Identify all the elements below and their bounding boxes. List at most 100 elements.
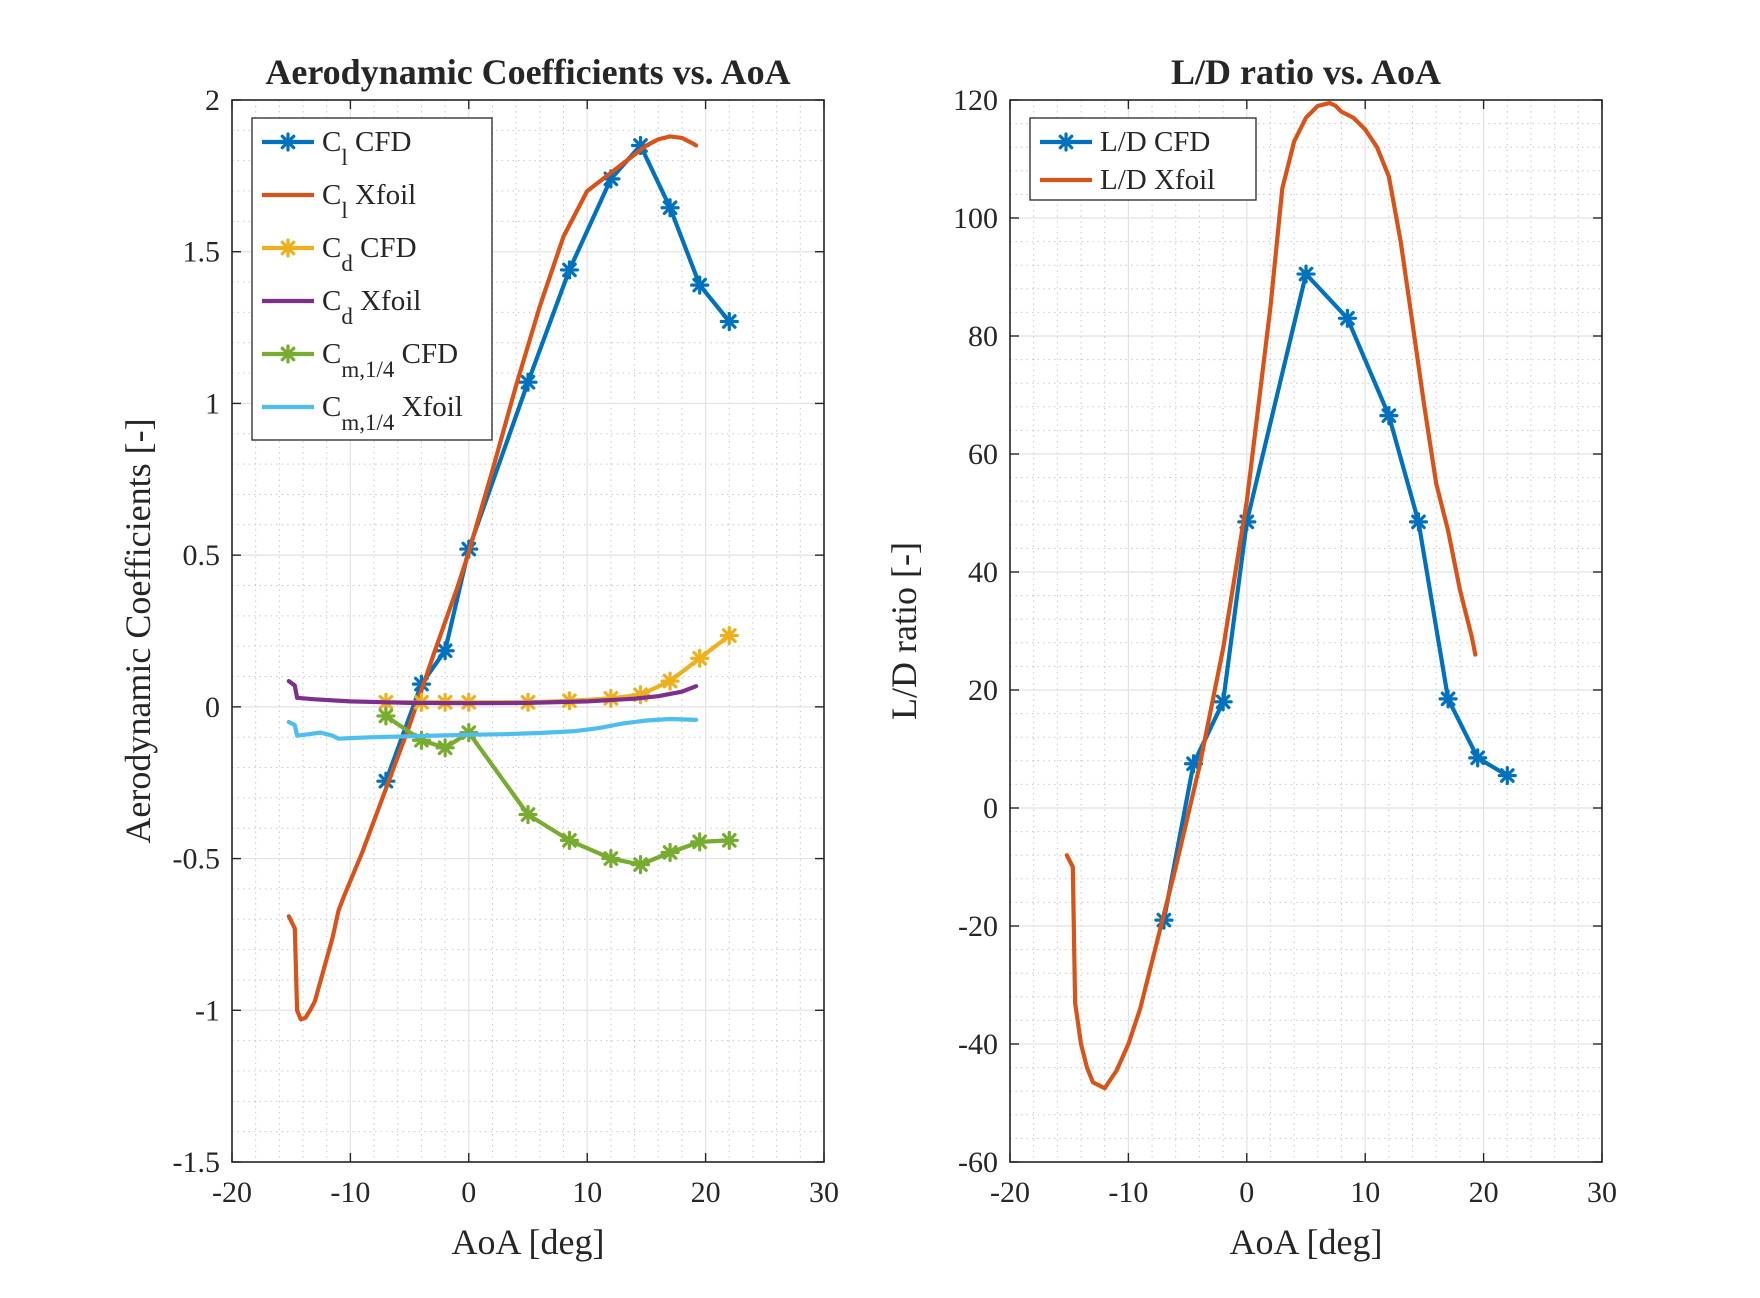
legend-marker bbox=[278, 132, 298, 152]
series-C_m,1/4 CFD bbox=[376, 706, 739, 875]
y-tick-label: 1 bbox=[205, 387, 220, 420]
y-tick-labels: -60 -40 -20 0 20 40 60 80 100 120 bbox=[953, 84, 998, 1179]
series-layer bbox=[1064, 100, 1517, 1091]
legend-label-main: C bbox=[322, 285, 341, 317]
legend-label-main: L/D Xfoil bbox=[1100, 164, 1215, 196]
y-tick-label: 60 bbox=[968, 438, 998, 471]
x-tick-label: -20 bbox=[990, 1176, 1030, 1209]
series-line bbox=[1064, 100, 1478, 1091]
y-tick-label: 0 bbox=[205, 691, 220, 724]
y-tick-label: 2 bbox=[205, 84, 220, 117]
y-tick-label: -60 bbox=[958, 1146, 998, 1179]
legend-marker bbox=[278, 238, 298, 258]
data-point bbox=[1296, 264, 1316, 284]
legend-label-subscript: l bbox=[341, 198, 347, 223]
legend-label-rest: Xfoil bbox=[348, 179, 416, 211]
legend-label: Cm,1/4 Xfoil bbox=[322, 391, 463, 435]
legend-item: Cl CFD bbox=[262, 126, 411, 170]
axes-frame bbox=[1009, 99, 1603, 1163]
legend-label: Cl CFD bbox=[322, 126, 411, 170]
legend-label-rest: CFD bbox=[394, 338, 458, 370]
legend-label-main: L/D CFD bbox=[1100, 126, 1210, 158]
chart-title: L/D ratio vs. AoA bbox=[1171, 52, 1441, 92]
legend-item: Cd CFD bbox=[262, 232, 417, 276]
x-tick-label: -20 bbox=[212, 1176, 252, 1209]
y-tick-label: 0 bbox=[983, 792, 998, 825]
data-point bbox=[719, 625, 739, 646]
legend-item: Cl Xfoil bbox=[262, 179, 416, 223]
y-tick-label: -1 bbox=[195, 994, 220, 1027]
series-line bbox=[286, 716, 699, 741]
legend-label: L/D Xfoil bbox=[1100, 164, 1215, 196]
legend-label-main: C bbox=[322, 232, 341, 264]
y-axis-label: Aerodynamic Coefficients [-] bbox=[118, 418, 158, 843]
legend-item: L/D Xfoil bbox=[1040, 164, 1215, 196]
x-tick-label: -10 bbox=[330, 1176, 370, 1209]
legend-label-subscript: d bbox=[341, 251, 353, 276]
data-point bbox=[601, 848, 621, 869]
legend-label: Cd CFD bbox=[322, 232, 417, 276]
legend-label-rest: Xfoil bbox=[394, 391, 462, 423]
plot-area bbox=[1010, 100, 1602, 1162]
legend-label-rest: Xfoil bbox=[353, 285, 421, 317]
data-point bbox=[559, 830, 580, 850]
legend-marker bbox=[278, 344, 298, 364]
x-tick-label: 10 bbox=[572, 1176, 602, 1209]
legend-label-rest: CFD bbox=[353, 232, 417, 264]
legend-box bbox=[1029, 117, 1257, 201]
legend-label: Cd Xfoil bbox=[322, 285, 421, 329]
legend-label-subscript: m,1/4 bbox=[341, 357, 395, 382]
data-point bbox=[660, 671, 680, 691]
legend-item: Cd Xfoil bbox=[262, 285, 421, 329]
y-tick-label: -40 bbox=[958, 1028, 998, 1061]
data-point bbox=[660, 198, 680, 218]
legend-label-subscript: l bbox=[341, 145, 347, 170]
data-point bbox=[435, 641, 455, 661]
y-tick-labels: -1.5 -1 -0.5 0 0.5 1 1.5 2 bbox=[173, 84, 221, 1179]
x-tick-label: 0 bbox=[461, 1176, 476, 1209]
y-tick-label: 40 bbox=[968, 556, 998, 589]
legend: L/D CFD L/D Xfoil bbox=[1029, 117, 1257, 201]
legend-item: Cm,1/4 CFD bbox=[262, 338, 458, 382]
y-tick-label: 80 bbox=[968, 320, 998, 353]
legend-label-main: C bbox=[322, 179, 341, 211]
x-axis-label: AoA [deg] bbox=[452, 1222, 605, 1262]
data-point bbox=[559, 260, 580, 280]
y-tick-label: 1.5 bbox=[183, 236, 221, 269]
data-point bbox=[376, 706, 396, 726]
y-tick-label: 120 bbox=[953, 84, 998, 117]
minor-grid bbox=[1010, 100, 1602, 1162]
legend-box bbox=[251, 117, 493, 441]
series-L/D CFD bbox=[1154, 264, 1517, 930]
data-point bbox=[1438, 689, 1458, 709]
legend-label-main: C bbox=[322, 391, 341, 423]
data-point bbox=[518, 372, 538, 392]
chart-ld-ratio: -20 -10 0 10 20 30 -60 -40 -20 0 20 40 60 80 100 120 L… bbox=[884, 52, 1617, 1262]
legend-label-subscript: m,1/4 bbox=[341, 410, 395, 435]
series-L/D Xfoil bbox=[1064, 100, 1478, 1091]
legend-label: Cl Xfoil bbox=[322, 179, 416, 223]
y-tick-label: 0.5 bbox=[183, 539, 221, 572]
legend-label-rest: CFD bbox=[348, 126, 412, 158]
data-point bbox=[1468, 748, 1488, 768]
legend-label-main: C bbox=[322, 338, 341, 370]
tick-marks bbox=[231, 99, 825, 1163]
data-point bbox=[690, 648, 710, 668]
x-tick-label: 30 bbox=[809, 1176, 839, 1209]
series-C_d Xfoil bbox=[286, 678, 699, 706]
series-line bbox=[286, 134, 699, 1022]
data-point bbox=[660, 842, 680, 863]
x-tick-label: -10 bbox=[1108, 1176, 1148, 1209]
data-point bbox=[1379, 406, 1399, 426]
legend-item: L/D CFD bbox=[1040, 126, 1210, 158]
legend-item: Cm,1/4 Xfoil bbox=[262, 391, 463, 435]
x-axis-label: AoA [deg] bbox=[1230, 1222, 1383, 1262]
series-line bbox=[286, 678, 699, 706]
y-tick-label: -20 bbox=[958, 910, 998, 943]
data-point bbox=[1337, 308, 1358, 328]
data-point bbox=[518, 804, 538, 825]
series-C_l Xfoil bbox=[286, 134, 699, 1022]
data-point bbox=[435, 738, 455, 758]
data-point bbox=[719, 311, 739, 332]
